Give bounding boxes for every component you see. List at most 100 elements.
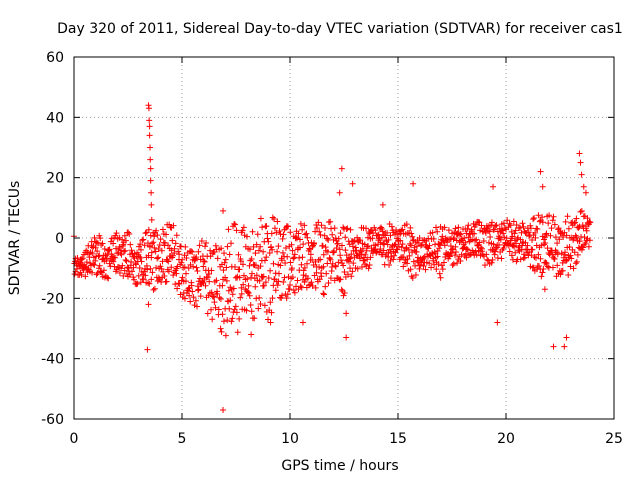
data-point bbox=[504, 217, 511, 224]
data-point bbox=[320, 251, 327, 258]
data-point bbox=[144, 346, 151, 353]
data-point bbox=[507, 222, 514, 229]
data-point bbox=[527, 225, 534, 232]
data-point bbox=[237, 258, 244, 265]
data-point bbox=[462, 239, 469, 246]
data-point bbox=[159, 258, 166, 265]
data-point bbox=[279, 249, 286, 256]
data-point bbox=[141, 242, 148, 249]
data-point bbox=[364, 256, 371, 263]
data-point bbox=[250, 243, 257, 250]
data-point bbox=[249, 270, 256, 277]
data-point bbox=[336, 246, 343, 253]
data-point bbox=[169, 252, 176, 259]
data-point bbox=[248, 256, 255, 263]
data-point bbox=[407, 242, 414, 249]
data-point bbox=[321, 291, 328, 298]
data-point bbox=[425, 235, 432, 242]
data-point bbox=[358, 263, 365, 270]
data-point bbox=[263, 223, 270, 230]
data-point bbox=[257, 215, 264, 222]
data-point bbox=[236, 315, 243, 322]
data-point bbox=[385, 236, 392, 243]
data-point bbox=[574, 251, 581, 258]
data-point bbox=[142, 230, 149, 237]
data-point bbox=[118, 265, 125, 272]
data-point bbox=[119, 262, 126, 269]
data-point bbox=[272, 287, 279, 294]
data-point bbox=[387, 232, 394, 239]
data-point bbox=[462, 250, 469, 257]
data-point bbox=[457, 230, 464, 237]
data-point bbox=[464, 225, 471, 232]
data-point bbox=[461, 234, 468, 241]
data-point bbox=[276, 227, 283, 234]
data-point bbox=[492, 223, 499, 230]
data-point bbox=[539, 269, 546, 276]
data-point bbox=[168, 264, 175, 271]
data-point bbox=[572, 219, 579, 226]
data-point bbox=[206, 278, 213, 285]
data-point bbox=[290, 255, 297, 262]
data-point bbox=[532, 234, 539, 241]
data-point bbox=[452, 249, 459, 256]
data-point bbox=[105, 275, 112, 282]
data-point bbox=[474, 242, 481, 249]
data-point bbox=[225, 226, 232, 233]
data-point bbox=[255, 305, 262, 312]
data-point bbox=[544, 263, 551, 270]
data-point bbox=[257, 243, 264, 250]
data-point bbox=[408, 230, 415, 237]
data-point bbox=[110, 240, 117, 247]
data-point bbox=[142, 272, 149, 279]
data-point bbox=[215, 306, 222, 313]
data-point bbox=[342, 247, 349, 254]
data-point bbox=[92, 244, 99, 251]
data-point bbox=[185, 285, 192, 292]
data-point bbox=[165, 258, 172, 265]
data-point bbox=[384, 229, 391, 236]
data-point bbox=[163, 231, 170, 238]
data-point bbox=[223, 264, 230, 271]
data-point bbox=[495, 241, 502, 248]
data-point bbox=[268, 309, 275, 316]
data-point bbox=[488, 259, 495, 266]
data-point bbox=[260, 282, 267, 289]
data-point bbox=[275, 243, 282, 250]
data-point bbox=[375, 231, 382, 238]
data-point bbox=[200, 263, 207, 270]
data-point bbox=[151, 244, 158, 251]
data-point bbox=[468, 226, 475, 233]
data-point bbox=[393, 227, 400, 233]
data-point bbox=[289, 247, 296, 254]
data-point bbox=[145, 301, 152, 308]
data-point bbox=[445, 227, 452, 234]
data-point bbox=[165, 242, 172, 249]
data-point bbox=[113, 230, 120, 237]
data-point bbox=[290, 287, 297, 294]
data-point bbox=[324, 248, 331, 255]
data-point bbox=[464, 246, 471, 253]
data-point bbox=[95, 253, 102, 260]
data-point bbox=[190, 263, 197, 270]
data-point bbox=[450, 260, 457, 267]
data-point bbox=[125, 229, 132, 236]
data-point bbox=[261, 257, 268, 264]
data-point bbox=[524, 242, 531, 249]
data-point bbox=[145, 226, 152, 233]
data-point bbox=[446, 253, 453, 260]
data-point bbox=[259, 224, 266, 231]
x-tick-labels: 0 5 10 15 20 25 bbox=[70, 431, 623, 447]
data-point bbox=[300, 241, 307, 248]
data-point bbox=[488, 222, 495, 229]
data-point bbox=[579, 222, 586, 229]
data-point bbox=[583, 227, 590, 234]
data-point bbox=[490, 241, 497, 248]
data-point bbox=[173, 232, 180, 239]
data-point bbox=[362, 251, 369, 258]
data-point bbox=[536, 262, 543, 269]
data-point bbox=[343, 334, 350, 341]
axis-ticks bbox=[73, 56, 615, 420]
data-point bbox=[354, 265, 361, 272]
data-point bbox=[551, 255, 558, 262]
